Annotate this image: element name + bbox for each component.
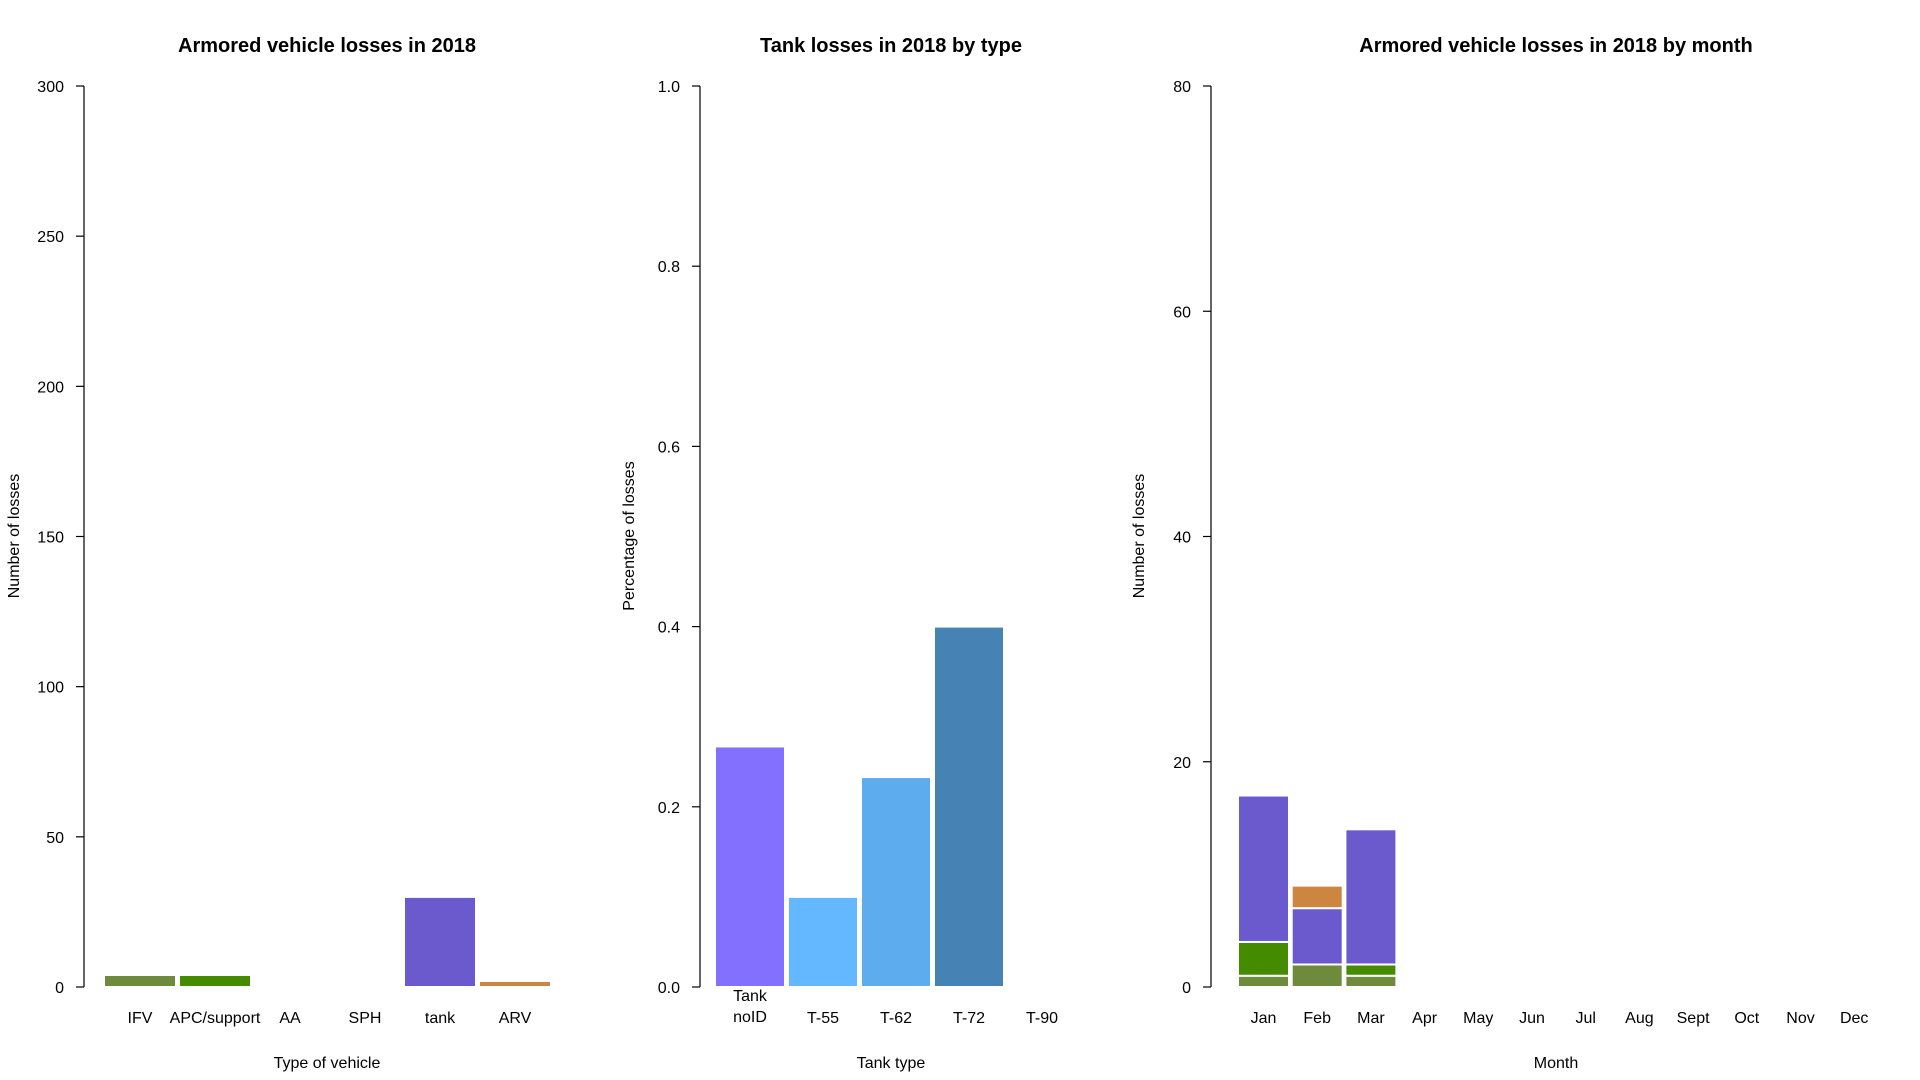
bar-apc-support — [178, 973, 252, 989]
x-axis-title: Tank type — [857, 1055, 926, 1072]
y-axis: 0 20 40 60 80 — [1173, 79, 1212, 997]
y-tick-label: 100 — [37, 680, 64, 697]
x-tick-label: Mar — [1357, 1010, 1385, 1027]
y-axis-title: Number of losses — [6, 474, 23, 599]
x-tick-labels: Jan Feb Mar Apr May Jun Jul Aug Sept Oct Nov Dec — [1251, 1010, 1869, 1027]
bar-tank-noid — [714, 745, 786, 988]
chart-panel-vehicle-type: Armored vehicle losses in 2018 Type of v… — [6, 35, 552, 1072]
x-tick-label: AA — [279, 1010, 301, 1027]
x-tick-label: IFV — [128, 1010, 153, 1027]
bar-t-72 — [933, 625, 1005, 988]
y-tick-label: 0.0 — [658, 980, 680, 997]
bar-arv — [478, 979, 552, 989]
y-tick-label: 250 — [37, 229, 64, 246]
y-tick-label: 300 — [37, 79, 64, 96]
chart-title: Tank losses in 2018 by type — [760, 35, 1022, 57]
x-tick-label: Jun — [1519, 1010, 1545, 1027]
chart-title: Armored vehicle losses in 2018 — [178, 35, 476, 57]
chart-title: Armored vehicle losses in 2018 by month — [1359, 35, 1752, 57]
y-tick-label: 0.8 — [658, 259, 680, 276]
y-tick-label: 0 — [55, 980, 64, 997]
chart-panel-tank-type: Tank losses in 2018 by type Tank type Pe… — [621, 35, 1058, 1072]
x-tick-label: Aug — [1625, 1010, 1653, 1027]
bar-segment-arv — [1290, 884, 1344, 910]
x-tick-label: T-55 — [807, 1010, 839, 1027]
y-tick-label: 200 — [37, 379, 64, 396]
x-tick-labels: IFV APC/support AA SPH tank ARV — [128, 1010, 532, 1027]
y-tick-label: 40 — [1173, 530, 1191, 547]
bars — [1237, 794, 1398, 988]
y-tick-label: 0.4 — [658, 620, 680, 637]
x-axis-title: Month — [1534, 1055, 1578, 1072]
x-tick-label: T-90 — [1026, 1010, 1058, 1027]
x-tick-label: T-72 — [953, 1010, 985, 1027]
y-tick-label: 50 — [46, 830, 64, 847]
y-tick-label: 0 — [1182, 980, 1191, 997]
x-tick-label: ARV — [499, 1010, 532, 1027]
bar-segment-apc-support — [1237, 940, 1290, 977]
x-tick-label: Dec — [1840, 1010, 1868, 1027]
x-axis-title: Type of vehicle — [274, 1055, 381, 1072]
x-tick-label: May — [1463, 1010, 1493, 1027]
bars — [103, 895, 552, 989]
bar-segment-tank — [1237, 794, 1290, 943]
x-tick-label: Jan — [1251, 1010, 1277, 1027]
bar-ifv — [103, 973, 177, 989]
y-tick-label: 80 — [1173, 79, 1191, 96]
bars — [714, 625, 1005, 989]
y-tick-label: 1.0 — [658, 79, 680, 96]
chart-panel-by-month: Armored vehicle losses in 2018 by month … — [1131, 35, 1868, 1072]
bar-t-55 — [787, 895, 859, 989]
y-axis: 0 50 100 150 200 250 300 — [37, 79, 85, 997]
bar-tank — [403, 895, 477, 989]
x-tick-label: Apr — [1412, 1010, 1438, 1027]
x-tick-label: Oct — [1734, 1010, 1759, 1027]
bar-t-62 — [860, 776, 932, 989]
y-axis-title: Percentage of losses — [621, 461, 638, 610]
x-tick-label: APC/support — [170, 1010, 261, 1027]
y-tick-label: 150 — [37, 530, 64, 547]
x-tick-label: tank — [425, 1010, 456, 1027]
y-tick-label: 20 — [1173, 755, 1191, 772]
bar-segment-ifv — [1237, 974, 1290, 988]
bar-segment-apc-support — [1344, 963, 1398, 977]
bar-segment-tank — [1344, 828, 1398, 966]
y-tick-label: 60 — [1173, 304, 1191, 321]
bar-segment-tank — [1290, 907, 1344, 966]
y-axis: 0.0 0.2 0.4 0.6 0.8 1.0 — [658, 79, 701, 997]
x-tick-label: SPH — [349, 1010, 382, 1027]
bar-segment-ifv — [1290, 963, 1344, 988]
x-tick-label: Nov — [1786, 1010, 1814, 1027]
y-axis-title: Number of losses — [1131, 474, 1148, 599]
y-tick-label: 0.6 — [658, 439, 680, 456]
x-tick-label: Tank noID — [733, 988, 768, 1026]
x-tick-label: Jul — [1575, 1010, 1595, 1027]
x-tick-label: Sept — [1677, 1010, 1710, 1027]
x-tick-labels: Tank noID T-55 T-62 T-72 T-90 — [733, 988, 1058, 1027]
x-tick-label: T-62 — [880, 1010, 912, 1027]
x-tick-label: Feb — [1303, 1010, 1331, 1027]
y-tick-label: 0.2 — [658, 800, 680, 817]
bar-segment-ifv — [1344, 974, 1398, 988]
